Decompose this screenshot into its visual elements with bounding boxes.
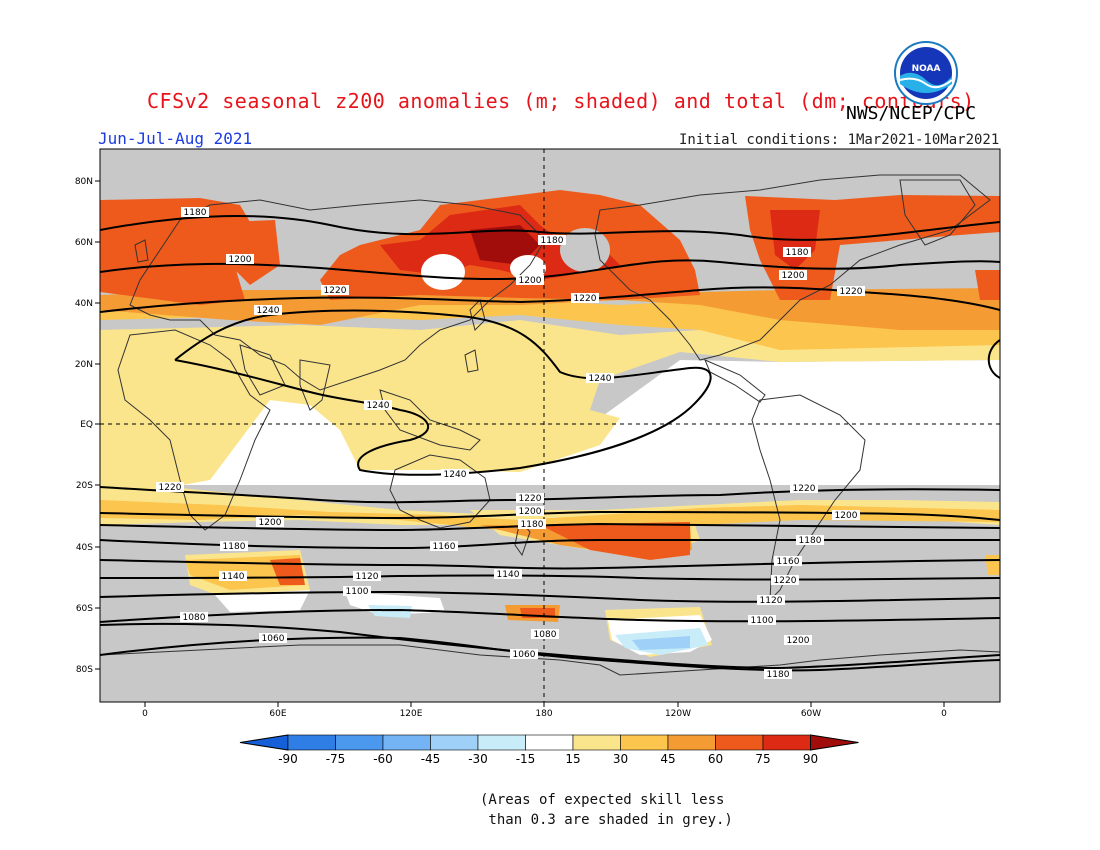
contour-label: 1080 xyxy=(183,613,206,623)
contour-label: 1160 xyxy=(433,542,456,552)
map-title: CFSv2 seasonal z200 anomalies (m; shaded… xyxy=(147,89,975,113)
map-plot-area xyxy=(100,149,1000,702)
lat-label-20n: 20N xyxy=(75,360,93,370)
contour-label: 1220 xyxy=(324,286,347,296)
contour-label: 1220 xyxy=(840,287,863,297)
latitude-axis: 80N 60N 40N 20N EQ 20S 40S 60S 80S xyxy=(75,177,100,675)
contour-label: 1180 xyxy=(799,536,822,546)
season-label: Jun-Jul-Aug 2021 xyxy=(98,129,253,148)
contour-label: 1120 xyxy=(356,572,379,582)
lat-label-eq: EQ xyxy=(80,420,93,430)
contour-labels: 1180 1200 1220 1240 1180 1200 1220 1180 … xyxy=(156,207,865,680)
colorbar-segment xyxy=(287,734,336,751)
colorbar-segment xyxy=(667,734,716,751)
contour-label: 1220 xyxy=(519,494,542,504)
contour-label: 1060 xyxy=(513,650,536,660)
contour-label: 1220 xyxy=(574,294,597,304)
contour-label: 1180 xyxy=(767,670,790,680)
contour-label: 1180 xyxy=(541,236,564,246)
lat-label-60s: 60S xyxy=(76,604,93,614)
lat-label-20s: 20S xyxy=(76,481,93,491)
contour-label: 1160 xyxy=(777,557,800,567)
contour-label: 1220 xyxy=(774,576,797,586)
contour-label: 1240 xyxy=(444,470,467,480)
contour-label: 1180 xyxy=(521,520,544,530)
noaa-logo-icon: NOAA xyxy=(894,41,958,105)
colorbar-segment xyxy=(335,734,384,751)
colorbar-segment xyxy=(810,734,859,751)
footnote-line-2: than 0.3 are shaded in grey.) xyxy=(480,812,733,828)
lon-label-60e: 60E xyxy=(269,709,286,719)
lon-label-0-east: 0 xyxy=(941,709,947,719)
contour-label: 1200 xyxy=(835,511,858,521)
lon-label-120e: 120E xyxy=(400,709,423,719)
lon-label-0: 0 xyxy=(142,709,148,719)
contour-label: 1200 xyxy=(259,518,282,528)
contour-label: 1200 xyxy=(782,271,805,281)
longitude-axis: 0 60E 120E 180 120W 60W 0 xyxy=(142,702,947,719)
contour-label: 1100 xyxy=(751,616,774,626)
colorbar-segment xyxy=(382,734,431,751)
lat-label-80n: 80N xyxy=(75,177,93,187)
colorbar-tick-label: -15 xyxy=(516,752,536,766)
contour-label: 1060 xyxy=(262,634,285,644)
colorbar-tick-label: 90 xyxy=(803,752,818,766)
colorbar-segment xyxy=(525,734,574,751)
colorbar-segment xyxy=(239,734,289,751)
colorbar-tick-label: 15 xyxy=(565,752,580,766)
footnote: (Areas of expected skill less than 0.3 a… xyxy=(480,790,733,830)
colorbar-segment xyxy=(430,734,479,751)
colorbar-segment xyxy=(572,734,621,751)
colorbar-segment xyxy=(620,734,669,751)
contour-label: 1220 xyxy=(793,484,816,494)
colorbar-segment xyxy=(477,734,526,751)
lon-label-120w: 120W xyxy=(665,709,691,719)
colorbar-tick-label: -60 xyxy=(373,752,393,766)
lat-label-40s: 40S xyxy=(76,543,93,553)
colorbar: -90 -75 -60 -45 -30 -15 15 30 45 60 75 90 xyxy=(239,734,859,766)
colorbar-segment xyxy=(715,734,764,751)
colorbar-tick-label: -90 xyxy=(278,752,298,766)
colorbar-tick-label: 45 xyxy=(660,752,675,766)
colorbar-tick-label: 30 xyxy=(613,752,628,766)
colorbar-segment xyxy=(762,734,811,751)
contour-label: 1240 xyxy=(589,374,612,384)
contour-label: 1200 xyxy=(787,636,810,646)
colorbar-tick-label: 60 xyxy=(708,752,723,766)
contour-label: 1180 xyxy=(786,248,809,258)
contour-label: 1200 xyxy=(519,507,542,517)
lon-label-180: 180 xyxy=(535,709,552,719)
colorbar-tick-label: -45 xyxy=(421,752,441,766)
contour-label: 1220 xyxy=(159,483,182,493)
colorbar-tick-label: -30 xyxy=(468,752,488,766)
contour-label: 1080 xyxy=(534,630,557,640)
svg-text:NOAA: NOAA xyxy=(912,64,941,74)
lat-label-80s: 80S xyxy=(76,665,93,675)
footnote-line-1: (Areas of expected skill less xyxy=(480,792,725,808)
contour-label: 1200 xyxy=(229,255,252,265)
lat-label-60n: 60N xyxy=(75,238,93,248)
contour-label: 1180 xyxy=(223,542,246,552)
map-frame xyxy=(99,148,1001,703)
contour-label: 1180 xyxy=(184,208,207,218)
contour-label: 1140 xyxy=(497,570,520,580)
lat-label-40n: 40N xyxy=(75,299,93,309)
contour-label: 1120 xyxy=(760,596,783,606)
colorbar-tick-label: 75 xyxy=(755,752,770,766)
contour-label: 1140 xyxy=(222,572,245,582)
colorbar-tick-label: -75 xyxy=(326,752,346,766)
contour-label: 1100 xyxy=(346,587,369,597)
agency-label: NWS/NCEP/CPC xyxy=(846,103,977,124)
initial-conditions-label: Initial conditions: 1Mar2021-10Mar2021 xyxy=(679,132,1000,148)
contour-label: 1200 xyxy=(519,276,542,286)
contour-label: 1240 xyxy=(257,306,280,316)
contour-label: 1240 xyxy=(367,401,390,411)
lon-label-60w: 60W xyxy=(801,709,821,719)
